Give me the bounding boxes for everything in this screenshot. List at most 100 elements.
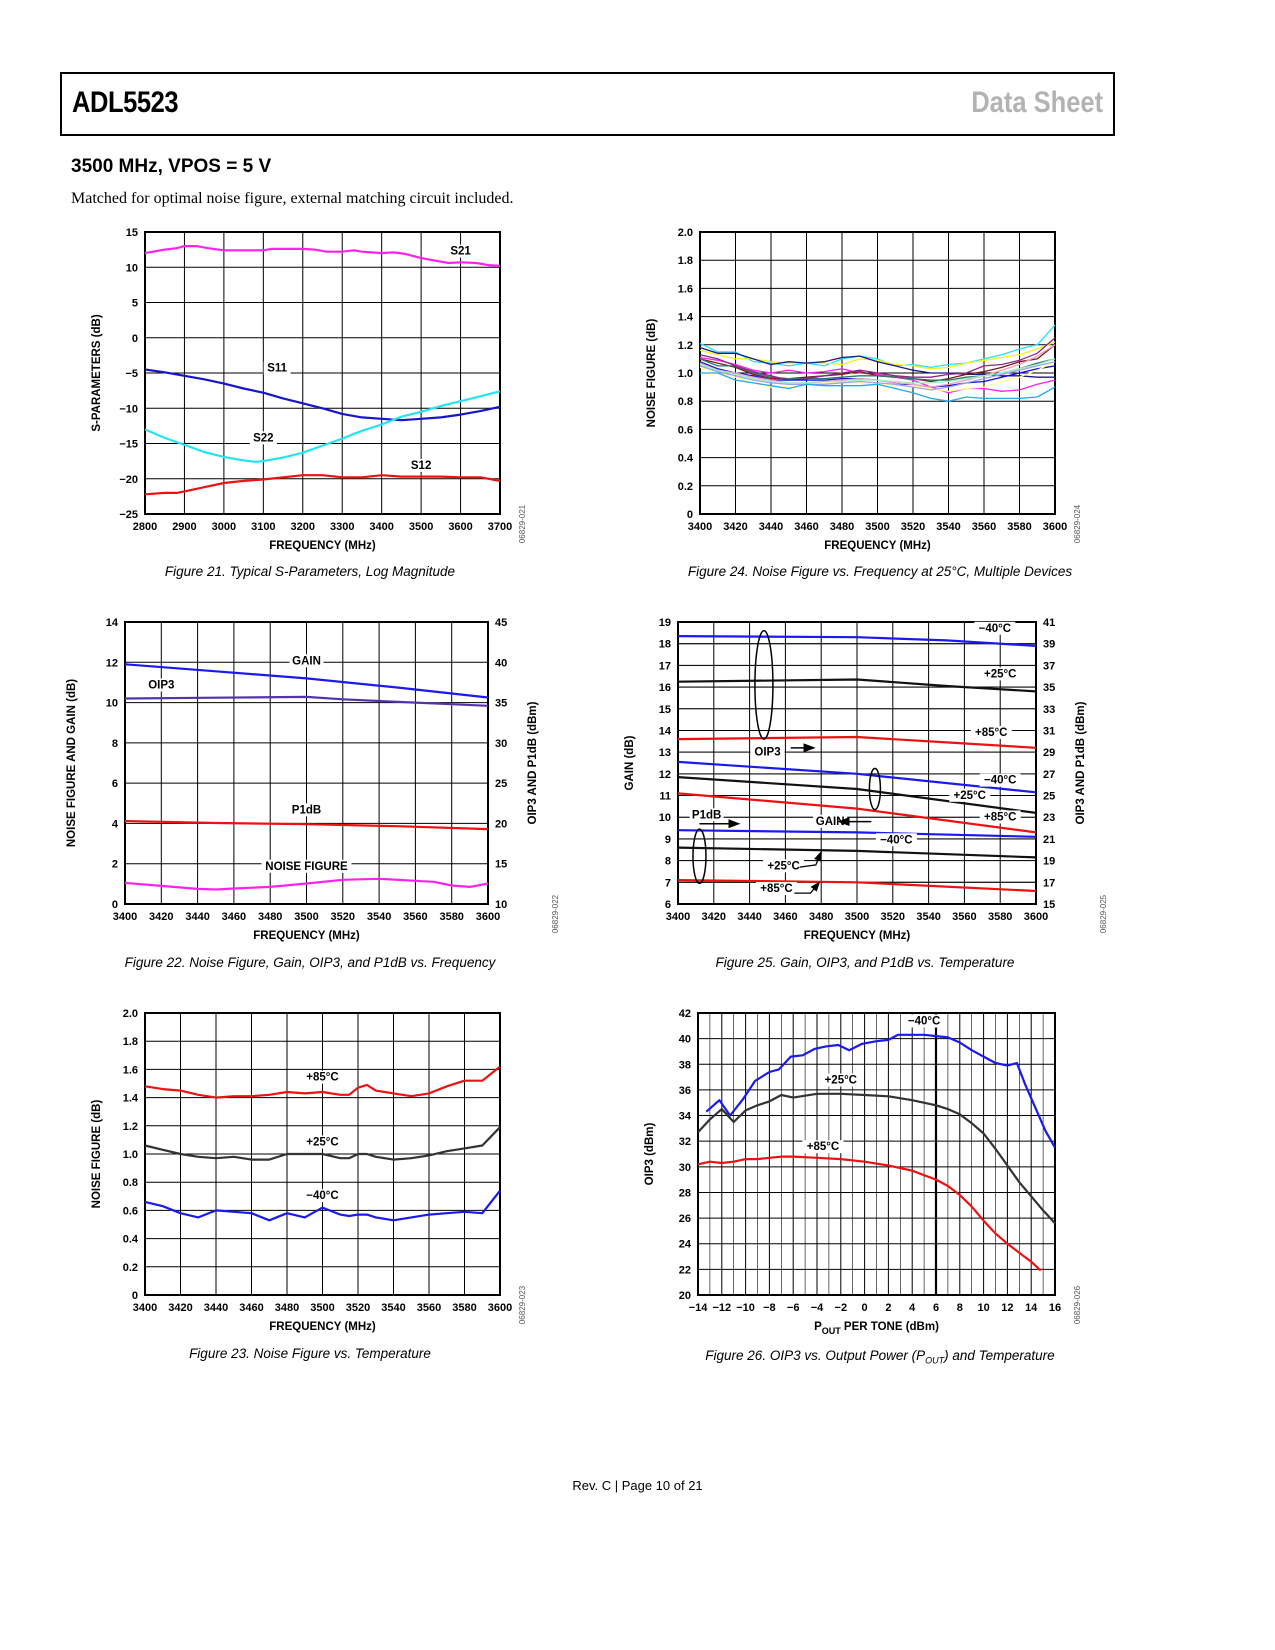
plot-frame — [124, 621, 489, 905]
y-tick-label: 24 — [679, 1239, 692, 1251]
annotation-bg — [249, 431, 277, 445]
y-tick-label: 0.2 — [678, 481, 693, 493]
series-85-c — [697, 1155, 1042, 1272]
figure-id: 06829-023 — [518, 1285, 527, 1324]
y-tick-label: 12 — [106, 657, 118, 669]
y-tick-label: 17 — [659, 660, 671, 672]
figure-id: 06829-025 — [1099, 894, 1108, 933]
series-p1db — [124, 819, 489, 831]
y-tick-label: 1.4 — [123, 1093, 139, 1105]
y-tick-label: −5 — [125, 368, 138, 380]
y-tick-label: 1.6 — [678, 283, 693, 295]
x-axis-ticks: −14 −12 −10 −8 −6 −4 −2 0 2 4 6 8 10 12 14 16 — [689, 1302, 1061, 1314]
x-tick-label: 3480 — [830, 521, 854, 533]
x-axis-label: POUT PER TONE (dBm) — [814, 1321, 939, 1336]
caption-figure-24: Figure 24. Noise Figure vs. Frequency at… — [687, 564, 1073, 579]
x-tick-label: 3560 — [417, 1302, 441, 1314]
annotation-bg — [263, 361, 291, 375]
section-title: 3500 MHz, VPOS = 5 V — [71, 156, 272, 177]
caption-figure-22: Figure 22. Noise Figure, Gain, OIP3, and… — [124, 955, 496, 970]
y-tick-label: −15 — [119, 439, 138, 451]
y-tick-label: 5 — [132, 298, 138, 310]
y-tick-label: 10 — [126, 262, 138, 274]
y-tick-label: −10 — [119, 403, 138, 415]
y-tick-label: 40 — [679, 1034, 691, 1046]
series-lines — [699, 324, 1056, 402]
x-tick-label: 3700 — [488, 521, 512, 533]
annotation-bg — [302, 1135, 343, 1149]
y-tick-label: 0 — [132, 333, 138, 345]
y-tick-label: 1.0 — [123, 1149, 138, 1161]
annotation-bg — [820, 1073, 862, 1087]
p1db-25c-pointer — [799, 850, 822, 868]
page-header: ADL5523 Data Sheet — [60, 72, 1115, 136]
chart-figure-25: 3400 3420 3440 3460 3480 3500 3520 3540 3560 3580… — [615, 612, 1115, 952]
annotation-bg — [979, 773, 1021, 787]
series-25-c — [697, 1092, 1056, 1224]
x-tick-label: 3460 — [773, 911, 797, 923]
x-tick-label: 3540 — [367, 911, 391, 923]
y2-axis-ticks: 10 15 20 25 30 35 40 45 — [495, 617, 507, 911]
figure-id: 06829-024 — [1073, 504, 1082, 543]
y-tick-label: 6 — [112, 778, 118, 790]
y-tick-label: 10 — [106, 698, 118, 710]
y2-tick-label: 30 — [495, 738, 507, 750]
y-axis-label: NOISE FIGURE (dB) — [91, 1100, 103, 1209]
x-axis-ticks: 3400 3420 3440 3460 3480 3500 3520 3540 3560 3580… — [113, 911, 500, 923]
oip3-group-ellipse — [754, 629, 774, 740]
series-lines — [144, 1065, 501, 1222]
x-tick-label: 3540 — [381, 1302, 405, 1314]
annotation-bg — [979, 810, 1021, 824]
series-p1db-85-c — [677, 879, 1037, 893]
group-markers — [692, 629, 882, 894]
x-tick-label: 3500 — [294, 911, 318, 923]
x-tick-label: 3600 — [448, 521, 472, 533]
p1db-85c-pointer — [794, 881, 821, 894]
page-footer: Rev. C | Page 10 of 21 — [572, 1478, 703, 1493]
series-gain-25-c — [677, 776, 1037, 814]
y2-tick-label: 25 — [1043, 791, 1055, 803]
y-axis-ticks: 0 0.2 0.4 0.6 0.8 1.0 1.2 1.4 1.6 1.8 2.0 — [123, 1008, 139, 1302]
series-lines — [677, 635, 1037, 893]
plot-area: 3400 3420 3440 3460 3480 3500 3520 3540 3560 3580… — [646, 227, 1082, 552]
series-oip3 — [124, 695, 489, 707]
series-gain-40-c — [677, 760, 1037, 794]
y-axis-ticks: 6 7 8 9 10 11 12 13 14 15 16 17 18 19 — [659, 617, 672, 911]
annotation-label: P1dB — [292, 804, 321, 816]
y2-tick-label: 35 — [495, 698, 507, 710]
x-tick-label: 3580 — [988, 911, 1012, 923]
x-tick-label: 3400 — [133, 1302, 157, 1314]
figure-id: 06829-022 — [551, 894, 560, 933]
series-40-c — [705, 1033, 1056, 1149]
y2-axis-label: OIP3 AND P1dB (dBm) — [1075, 701, 1087, 824]
annotation-bg — [875, 833, 917, 847]
annotation-label: S11 — [267, 363, 287, 375]
y-tick-label: 4 — [112, 818, 119, 830]
annotation-bg — [974, 621, 1016, 635]
x-tick-label: 3400 — [113, 911, 137, 923]
plot-area: −14 −12 −10 −8 −6 −4 −2 0 2 4 6 8 10 12 14 162022242628… — [644, 1008, 1082, 1336]
y-tick-label: 1.4 — [678, 312, 694, 324]
y-tick-label: 9 — [665, 834, 671, 846]
annotation-bg — [763, 859, 805, 873]
figure-id: 06829-021 — [518, 504, 527, 543]
annotation-bg — [979, 667, 1021, 681]
y-tick-label: 7 — [665, 877, 671, 889]
y-axis-ticks: −25 −20 −15 −10 −5 0 5 10 15 — [119, 227, 138, 521]
annotations: −40°C +25°C +85°C OIP3 −40°C +25°C +85°C GAIN P1… — [689, 621, 1021, 896]
annotation-label: OIP3 — [754, 746, 780, 758]
x-tick-label: 3200 — [291, 521, 315, 533]
x-tick-label: 3100 — [251, 521, 275, 533]
y2-axis-label: OIP3 AND P1dB (dBm) — [527, 701, 539, 824]
y2-tick-label: 15 — [495, 859, 507, 871]
caption-figure-26: Figure 26. OIP3 vs. Output Power (POUT) … — [630, 1348, 1130, 1366]
annotation-bg — [144, 678, 179, 692]
part-number: ADL5523 — [72, 86, 179, 119]
y-tick-label: 16 — [659, 682, 671, 694]
document-type: Data Sheet — [971, 86, 1103, 119]
figure-id: 06829-026 — [1073, 1285, 1082, 1324]
y-axis-ticks: 20 22 24 26 28 30 32 34 36 38 40 42 — [679, 1008, 692, 1302]
series-device-10 — [699, 358, 1056, 384]
y-tick-label: 30 — [679, 1162, 691, 1174]
x-axis-ticks: 3400 3420 3440 3460 3480 3500 3520 3540 3560 3580… — [688, 521, 1067, 533]
